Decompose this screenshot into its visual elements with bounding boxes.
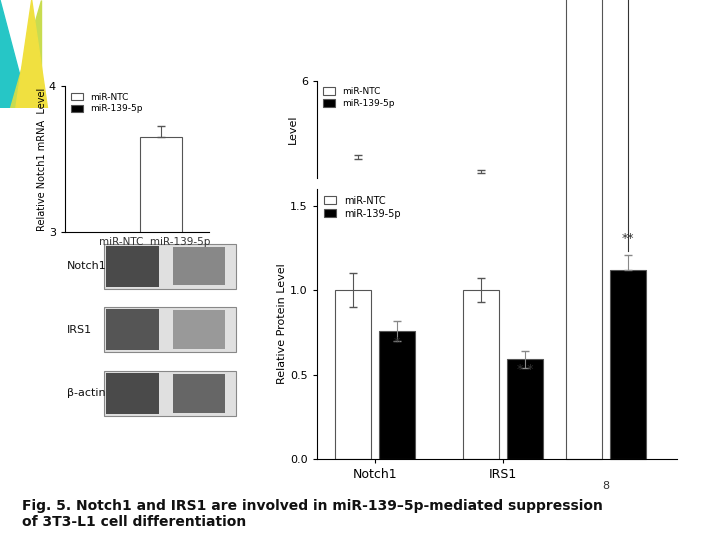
Text: 8: 8 bbox=[603, 481, 610, 491]
Bar bbox=[335, 291, 371, 459]
Legend: miR-NTC, miR-139-5p: miR-NTC, miR-139-5p bbox=[322, 194, 402, 221]
Polygon shape bbox=[16, 0, 48, 108]
Bar bbox=[107, 246, 158, 287]
Bar bbox=[464, 291, 500, 459]
Bar bbox=[104, 244, 236, 289]
Y-axis label: Level: Level bbox=[288, 115, 298, 144]
Text: Fig. 5. Notch1 and IRS1 are involved in miR-139–5p-mediated suppression
of 3T3-L: Fig. 5. Notch1 and IRS1 are involved in … bbox=[22, 499, 603, 529]
Bar bbox=[566, 0, 602, 459]
Text: *: * bbox=[393, 336, 400, 349]
Bar bbox=[173, 310, 225, 349]
Text: miR-NTC  miR-139-5p: miR-NTC miR-139-5p bbox=[99, 237, 210, 247]
Bar bbox=[507, 360, 543, 459]
Text: * *: * * bbox=[517, 363, 534, 376]
Text: β-actin: β-actin bbox=[66, 388, 105, 398]
Polygon shape bbox=[0, 0, 29, 108]
Bar bbox=[104, 307, 236, 353]
Bar bbox=[173, 374, 225, 413]
Bar bbox=[107, 309, 158, 350]
Bar bbox=[610, 270, 646, 459]
Text: **: ** bbox=[621, 232, 634, 245]
Polygon shape bbox=[9, 0, 41, 108]
Text: Notch1: Notch1 bbox=[66, 261, 107, 271]
Y-axis label: Relative Protein Level: Relative Protein Level bbox=[277, 264, 287, 384]
Bar bbox=[107, 373, 158, 414]
Y-axis label: Relative Notch1 mRNA  Level: Relative Notch1 mRNA Level bbox=[37, 87, 48, 231]
Bar bbox=[379, 330, 415, 459]
Text: IRS1: IRS1 bbox=[66, 325, 91, 335]
Bar bbox=[173, 247, 225, 286]
Legend: miR-NTC, miR-139-5p: miR-NTC, miR-139-5p bbox=[69, 91, 145, 115]
Bar bbox=[140, 137, 181, 540]
Legend: miR-NTC, miR-139-5p: miR-NTC, miR-139-5p bbox=[321, 85, 397, 110]
Bar bbox=[104, 370, 236, 416]
